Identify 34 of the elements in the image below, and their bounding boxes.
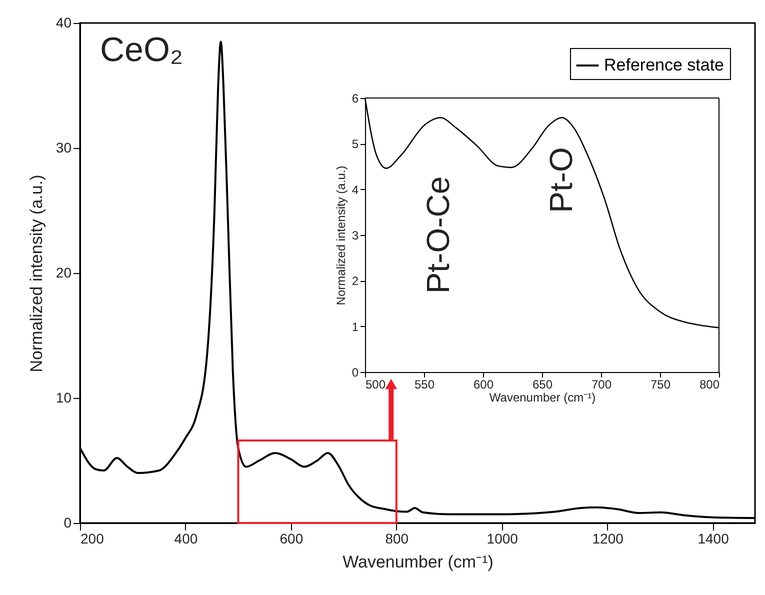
y-tick-label: 2 (352, 274, 359, 288)
y-tick-label: 20 (56, 264, 72, 280)
x-tick-label: 400 (174, 530, 198, 546)
x-axis-title: Wavenumber (cm⁻¹) (342, 552, 494, 572)
legend-label: Reference state (604, 56, 724, 74)
x-tick-label: 500 (366, 378, 386, 392)
y-tick-label: 5 (352, 137, 359, 152)
annotation: Pt-O-Ce (420, 176, 456, 294)
y-axis-title: Normalized intensity (a.u.) (26, 174, 46, 372)
y-tick-label: 6 (352, 92, 359, 106)
x-tick-label: 600 (280, 530, 304, 546)
x-tick-label: 800 (385, 530, 409, 546)
y-tick-label: 30 (56, 140, 72, 156)
annotation: CeO₂ (100, 31, 184, 69)
y-tick-label: 0 (64, 514, 72, 530)
x-tick-label: 200 (80, 530, 104, 546)
x-tick-label: 1400 (698, 530, 730, 546)
x-tick-label: 1000 (486, 530, 518, 546)
x-tick-label: 1200 (592, 530, 624, 546)
y-tick-label: 10 (56, 390, 72, 406)
y-tick-label: 4 (352, 182, 359, 197)
y-tick-label: 3 (352, 228, 359, 242)
y-tick-label: 40 (56, 14, 72, 30)
x-tick-label: 600 (473, 378, 494, 392)
y-tick-label: 1 (352, 320, 359, 334)
x-tick-label: 750 (650, 378, 671, 392)
x-tick-label: 700 (591, 378, 612, 392)
y-tick-label: 0 (352, 366, 359, 380)
x-tick-label: 650 (532, 378, 553, 392)
x-tick-label: 800 (699, 378, 720, 392)
x-tick-label: 550 (414, 378, 435, 392)
x-axis-title: Wavenumber (cm⁻¹) (489, 390, 596, 404)
annotation: Pt-O (543, 147, 579, 213)
y-axis-title: Normalized intensity (a.u.) (334, 166, 348, 306)
